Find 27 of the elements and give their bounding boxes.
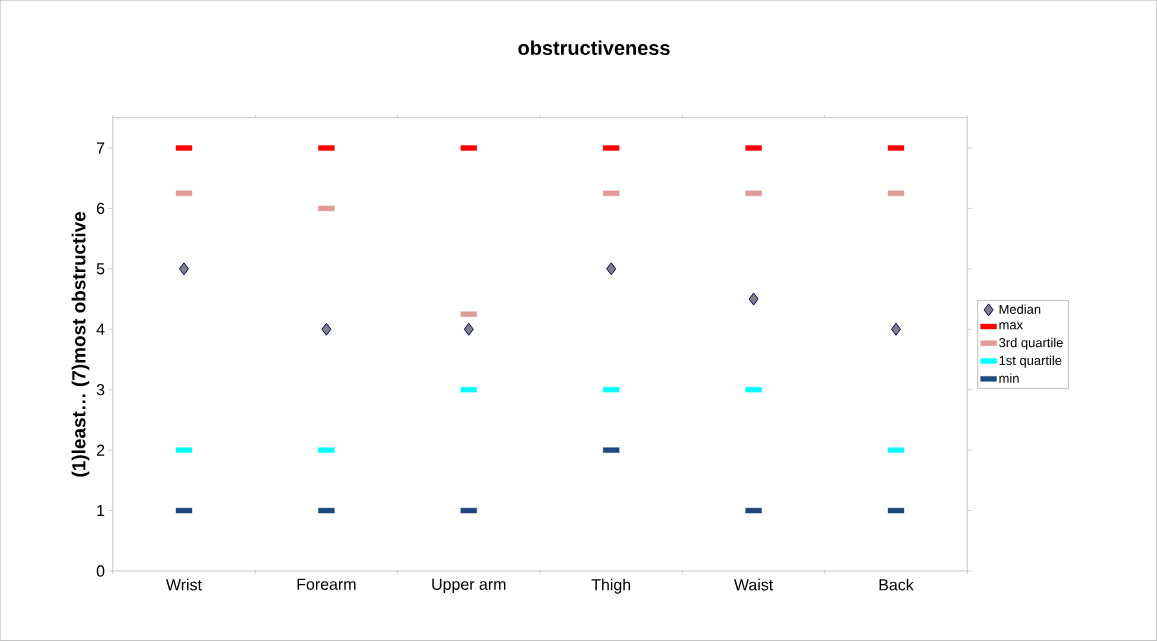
x-tick-label: Thigh (591, 578, 631, 594)
y-axis-title: (1)least… (7)most obstructive (71, 212, 90, 477)
y-tick-label: 6 (96, 202, 105, 215)
y-tick-label: 4 (96, 323, 105, 335)
legend-label: 3rd quartile (999, 337, 1063, 350)
legend-label: max (999, 322, 1023, 330)
y-tick-label: 0 (96, 565, 105, 577)
point (463, 322, 474, 336)
y-tick-label: 3 (96, 384, 105, 396)
point (321, 322, 332, 336)
legend-label: min (999, 373, 1019, 383)
x-tick-label: Forearm (297, 578, 356, 591)
y-tick-label: 5 (96, 263, 105, 275)
point (178, 262, 189, 276)
x-tick-label: Upper arm (432, 578, 506, 594)
legend-label: 1st quartile (999, 355, 1062, 368)
point (748, 292, 759, 306)
y-tick-label: 2 (96, 444, 105, 456)
y-tick-label: 7 (96, 142, 105, 154)
x-tick-label: Wrist (166, 578, 202, 591)
chart-title: obstructiveness (518, 40, 670, 56)
point (606, 262, 617, 276)
x-tick-label: Back (879, 578, 914, 591)
y-tick-label: 1 (97, 505, 105, 517)
point (891, 322, 901, 336)
x-tick-label: Waist (734, 578, 774, 591)
legend-label: Median (999, 304, 1041, 315)
